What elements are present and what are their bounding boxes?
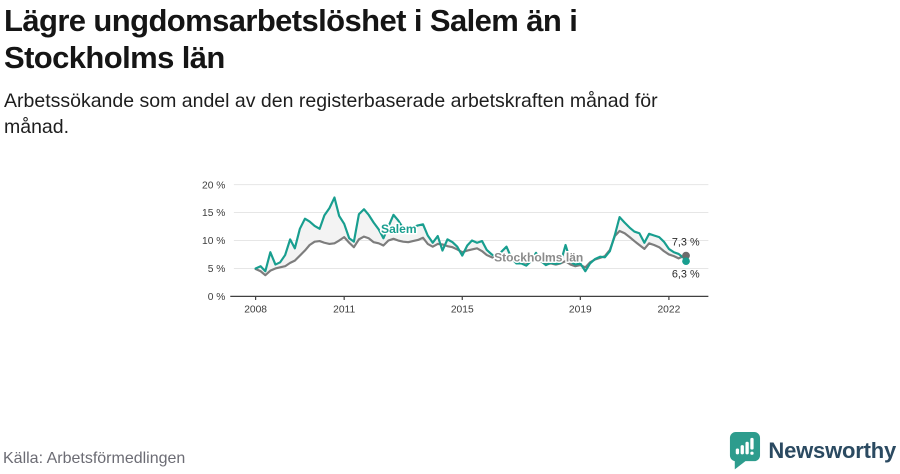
stockholm-end-value: 7,3 %	[672, 237, 700, 249]
series-line-stockholms-län	[254, 229, 688, 277]
salem-series-label: Salem	[381, 222, 417, 236]
x-tick-label-2015: 2015	[451, 305, 474, 316]
series-line-salem	[254, 196, 688, 273]
chart-header: Lägre ungdomsarbetslöshet i Salem än i S…	[4, 2, 714, 141]
x-tick-label-2011: 2011	[333, 305, 355, 316]
y-tick-label-10: 10 %	[202, 236, 225, 247]
stockholm-series-label: Stockholms län	[494, 250, 583, 264]
newsworthy-logo: Newsworthy	[728, 431, 896, 470]
y-tick-label-15: 15 %	[202, 208, 225, 219]
unemployment-line-chart: 2008 2011 2015 2019 2022 0 % 5 % 10 % 15 % 20 % Sa…	[202, 180, 709, 316]
x-tick-label-2008: 2008	[244, 305, 267, 316]
source-text: Källa: Arbetsförmedlingen	[3, 450, 186, 467]
x-tick-label-2019: 2019	[569, 305, 592, 316]
end-dot-stockholms-län	[682, 251, 690, 260]
page-title: Lägre ungdomsarbetslöshet i Salem än i S…	[4, 3, 578, 76]
salem-end-value: 6,3 %	[672, 268, 700, 280]
x-tick-label-2022: 2022	[657, 305, 680, 316]
y-tick-label-5: 5 %	[208, 264, 226, 275]
page-subtitle: Arbetssökande som andel av den registerb…	[4, 90, 658, 139]
y-tick-label-20: 20 %	[202, 180, 225, 191]
newsworthy-icon	[730, 432, 761, 470]
newsworthy-wordmark: Newsworthy	[768, 437, 896, 463]
series-band	[255, 197, 687, 276]
y-tick-label-0: 0 %	[208, 292, 226, 303]
end-dot-salem	[682, 257, 690, 266]
